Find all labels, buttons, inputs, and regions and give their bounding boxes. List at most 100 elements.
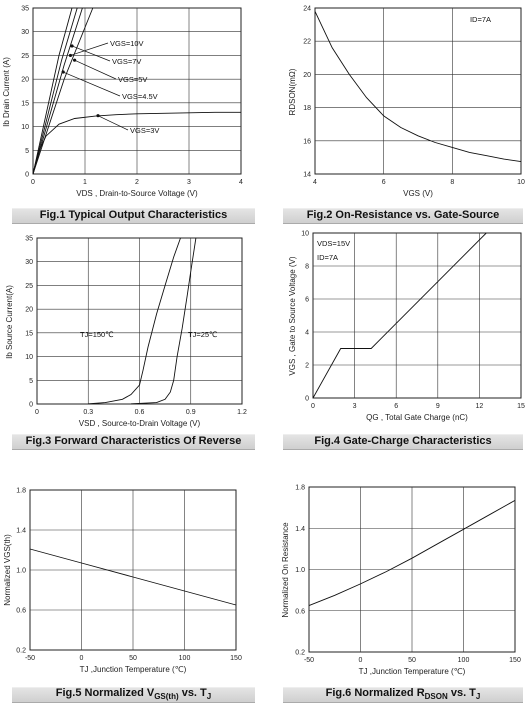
chart-2-xtick-label: 4 <box>313 179 317 186</box>
chart-4-xtick-label: 0 <box>311 403 315 410</box>
chart-4-xtick-label: 3 <box>353 403 357 410</box>
chart-1-annotation-label: VGS=3V <box>130 126 159 135</box>
chart-3-annotation-label: TJ=25℃ <box>188 330 217 339</box>
chart-5-ytick-label: 0.6 <box>16 608 26 615</box>
chart-5-ytick-label: 1.0 <box>16 568 26 575</box>
chart-3-xtick-label: 0.6 <box>135 409 145 416</box>
chart-1-ytick-label: 0 <box>25 172 29 179</box>
chart-1-series-3-line <box>32 7 83 175</box>
chart-2-svg: 4 6 8 10 14 16 18 20 22 24 VGS (V) RDSON(mΩ) ID=7A <box>288 6 525 199</box>
chart-5-ytick-label: 1.4 <box>16 528 26 535</box>
chart-6-ytick-label: 0.6 <box>295 608 305 615</box>
chart-panel-6: -50 0 50 100 150 0.2 0.6 1.0 1.4 1.8 TJ ,Junction … <box>265 455 530 710</box>
chart-2-ytick-label: 20 <box>303 72 311 79</box>
chart-5-xtick-label: 50 <box>129 655 137 662</box>
chart-1-xtick-label: 1 <box>83 179 87 186</box>
chart-1-svg: 0 1 2 3 4 0 5 10 15 20 25 30 35 VDS , Drain-to-Source… <box>2 6 243 199</box>
chart-2-xtick-label: 6 <box>382 179 386 186</box>
chart-1-ytick-label: 5 <box>25 148 29 155</box>
chart-5-svg: -50 0 50 100 150 0.2 0.6 1.0 1.4 1.8 TJ ,Junction … <box>3 488 242 675</box>
chart-1-caption: Fig.1 Typical Output Characteristics <box>39 209 228 221</box>
chart-2-series-1-line <box>314 11 522 163</box>
chart-1-annotation-leader <box>97 115 129 131</box>
chart-6-xtick-label: 50 <box>408 657 416 664</box>
chart-2-ytick-label: 18 <box>303 105 311 112</box>
chart-5-xtick-label: -50 <box>25 655 35 662</box>
chart-6-ytick-label: 1.4 <box>295 526 305 533</box>
chart-4-x-axis-label: QG , Total Gate Charge (nC) <box>366 413 468 422</box>
chart-4-ytick-label: 6 <box>305 297 309 304</box>
chart-6-series-1-line <box>308 500 516 607</box>
chart-2-ytick-label: 16 <box>303 138 311 145</box>
chart-3-y-axis-label: Ib Source Current(A) <box>5 285 14 359</box>
chart-1-annotation-marker <box>70 44 74 48</box>
chart-3-series-2-line <box>130 237 197 405</box>
chart-3-ytick-label: 35 <box>25 236 33 243</box>
chart-1-annotation-label: VGS=4.5V <box>122 92 158 101</box>
chart-1-annotation-label: VGS=7V <box>112 57 141 66</box>
chart-4-xtick-label: 6 <box>394 403 398 410</box>
chart-1-x-axis-label: VDS , Drain-to-Source Voltage (V) <box>76 189 198 198</box>
chart-3-ytick-label: 15 <box>25 330 33 337</box>
chart-4-annotation-label: ID=7A <box>317 253 338 262</box>
chart-1-annotation-marker <box>61 70 65 74</box>
chart-panel-5: -50 0 50 100 150 0.2 0.6 1.0 1.4 1.8 TJ ,Junction … <box>0 455 265 710</box>
chart-5-ytick-label: 0.2 <box>16 648 26 655</box>
chart-2-xtick-label: 10 <box>517 179 525 186</box>
chart-1-annotation-label: VGS=5V <box>118 75 147 84</box>
chart-4-xtick-label: 15 <box>517 403 525 410</box>
chart-3-ytick-label: 25 <box>25 283 33 290</box>
chart-4-y-axis-label: VGS , Gate to Source Voltage (V) <box>288 256 297 376</box>
chart-3-ytick-label: 5 <box>29 378 33 385</box>
chart-5-xtick-label: 150 <box>230 655 242 662</box>
chart-1-ytick-label: 20 <box>21 77 29 84</box>
chart-1-xtick-label: 3 <box>187 179 191 186</box>
chart-6-y-axis-label: Normalized On Resistance <box>281 522 290 618</box>
chart-1-y-axis-label: Ib Drain Current (A) <box>2 57 11 127</box>
chart-4-caption: Fig.4 Gate-Charge Characteristics <box>314 435 492 447</box>
chart-3-ytick-label: 30 <box>25 259 33 266</box>
chart-1-series-1-line <box>32 7 73 175</box>
chart-6-ytick-label: 0.2 <box>295 650 305 657</box>
chart-6-ytick-label: 1.0 <box>295 567 305 574</box>
chart-3-xtick-label: 0 <box>35 409 39 416</box>
chart-4-xtick-label: 9 <box>436 403 440 410</box>
chart-panel-3: 0 0.3 0.6 0.9 1.2 0 5 10 15 20 25 30 35 VSD , Source-… <box>0 230 265 455</box>
chart-1-ytick-label: 10 <box>21 124 29 131</box>
chart-3-ytick-label: 10 <box>25 354 33 361</box>
chart-1-xtick-label: 0 <box>31 179 35 186</box>
chart-2-xtick-label: 8 <box>450 179 454 186</box>
chart-6-svg: -50 0 50 100 150 0.2 0.6 1.0 1.4 1.8 TJ ,Junction … <box>281 485 521 677</box>
chart-1-series-2-line <box>32 7 78 175</box>
chart-5-y-axis-label: Normalized VGS(th) <box>3 534 12 606</box>
chart-2-ytick-label: 22 <box>303 39 311 46</box>
chart-3-ytick-label: 20 <box>25 307 33 314</box>
chart-4-plot-frame <box>312 232 522 399</box>
chart-5-ytick-label: 1.8 <box>16 488 26 495</box>
chart-6-xtick-label: 100 <box>458 657 470 664</box>
chart-4-ytick-label: 10 <box>301 231 309 238</box>
chart-4-series-1-line <box>312 232 487 399</box>
chart-3-series-1-line <box>88 237 181 405</box>
chart-panel-4: 0 3 6 9 12 15 0 2 4 6 8 10 QG , Total Gate Charge (n… <box>265 230 530 455</box>
chart-3-xtick-label: 1.2 <box>237 409 247 416</box>
chart-1-annotation-marker <box>73 58 77 62</box>
chart-1-ytick-label: 15 <box>21 100 29 107</box>
chart-4-ytick-label: 4 <box>305 330 309 337</box>
chart-4-ytick-label: 8 <box>305 264 309 271</box>
chart-4-svg: 0 3 6 9 12 15 0 2 4 6 8 10 QG , Total Gate Charge (n… <box>288 231 525 423</box>
chart-5-caption: Fig.5 Normalized VGS(th) vs. TJ <box>55 686 212 702</box>
chart-1-annotation-label: VGS=10V <box>110 39 144 48</box>
chart-4-ytick-label: 2 <box>305 363 309 370</box>
chart-5-series-1-line <box>29 548 237 606</box>
chart-2-y-axis-label: RDSON(mΩ) <box>288 68 297 115</box>
chart-2-ytick-label: 24 <box>303 6 311 13</box>
chart-1-ytick-label: 25 <box>21 53 29 60</box>
chart-5-xtick-label: 0 <box>80 655 84 662</box>
chart-1-annotation-leader <box>71 45 111 62</box>
chart-1-ytick-label: 35 <box>21 6 29 13</box>
chart-6-xtick-label: 0 <box>359 657 363 664</box>
chart-4-ytick-label: 0 <box>305 396 309 403</box>
chart-1-ytick-label: 30 <box>21 29 29 36</box>
chart-panel-2: 4 6 8 10 14 16 18 20 22 24 VGS (V) RDSON(mΩ) ID=7A F… <box>265 0 530 230</box>
